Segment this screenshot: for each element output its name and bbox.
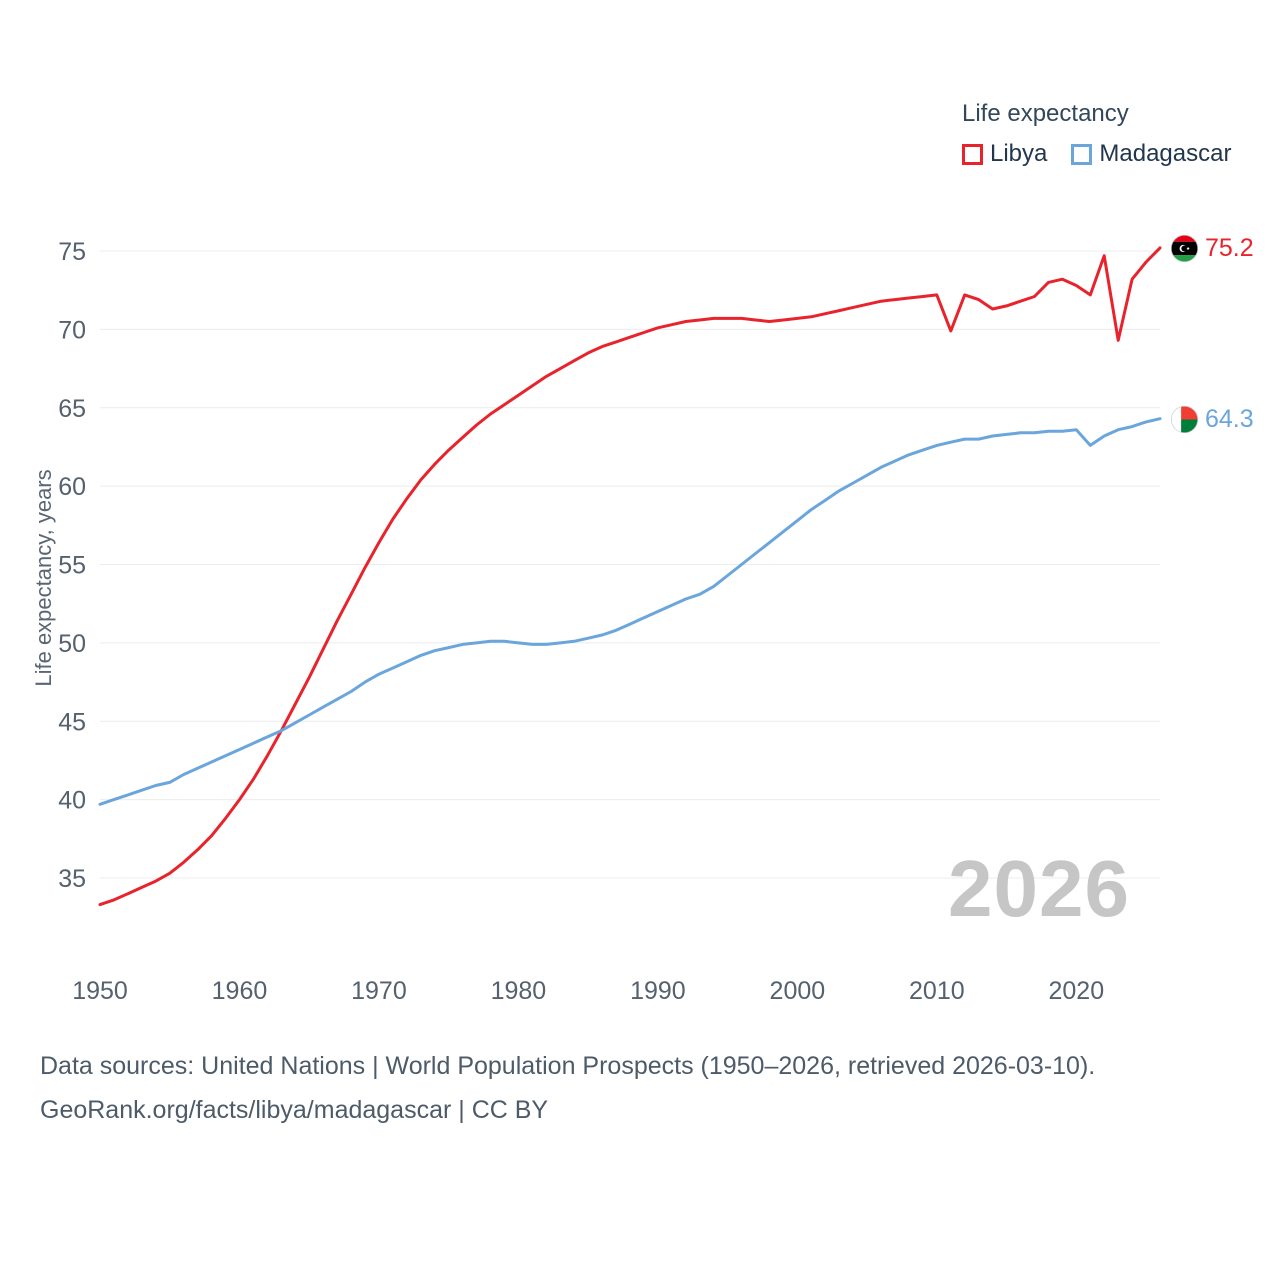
legend-item-madagascar: Madagascar	[1071, 140, 1231, 168]
footer-attribution-line: GeoRank.org/facts/libya/madagascar | CC …	[40, 1096, 549, 1124]
x-tick-label: 2010	[909, 977, 965, 1005]
legend-title: Life expectancy	[962, 100, 1129, 127]
y-tick-label: 40	[58, 787, 86, 815]
x-tick-label: 1980	[491, 977, 547, 1005]
x-tick-label: 2000	[770, 977, 826, 1005]
y-tick-label: 65	[58, 395, 86, 423]
end-label-madagascar: 64.3	[1171, 405, 1254, 434]
y-tick-label: 55	[58, 552, 86, 580]
legend-items: Libya Madagascar	[962, 140, 1231, 168]
libya-flag-icon	[1171, 234, 1198, 262]
legend: Life expectancy Libya Madagascar	[962, 100, 1231, 168]
series-line-libya	[98, 246, 1162, 907]
madagascar-swatch-icon	[1071, 143, 1093, 165]
x-tick-label: 2020	[1049, 977, 1105, 1005]
y-axis-title: Life expectancy, years	[31, 469, 56, 687]
libya-end-value: 75.2	[1205, 233, 1254, 262]
madagascar-flag-icon	[1171, 405, 1198, 433]
x-tick-label: 1950	[72, 977, 128, 1005]
legend-item-libya: Libya	[962, 140, 1047, 168]
footer-source-line: Data sources: United Nations | World Pop…	[40, 1052, 1096, 1080]
legend-item-label: Libya	[990, 140, 1048, 167]
y-tick-label: 35	[58, 865, 86, 893]
y-tick-label: 60	[58, 473, 86, 501]
end-label-libya: 75.2	[1171, 234, 1254, 263]
x-tick-label: 1990	[630, 977, 686, 1005]
madagascar-end-value: 64.3	[1205, 404, 1254, 433]
y-tick-label: 45	[58, 708, 86, 736]
y-tick-label: 50	[58, 630, 86, 658]
series-line-madagascar	[98, 417, 1162, 806]
y-tick-label: 75	[58, 238, 86, 266]
legend-item-label: Madagascar	[1099, 140, 1232, 167]
libya-swatch-icon	[962, 143, 983, 165]
watermark-year: 2026	[948, 844, 1130, 933]
x-tick-label: 1970	[351, 977, 407, 1005]
footer: Data sources: United Nations | World Pop…	[40, 1044, 1095, 1132]
y-tick-label: 70	[58, 316, 86, 344]
x-tick-label: 1960	[212, 977, 268, 1005]
